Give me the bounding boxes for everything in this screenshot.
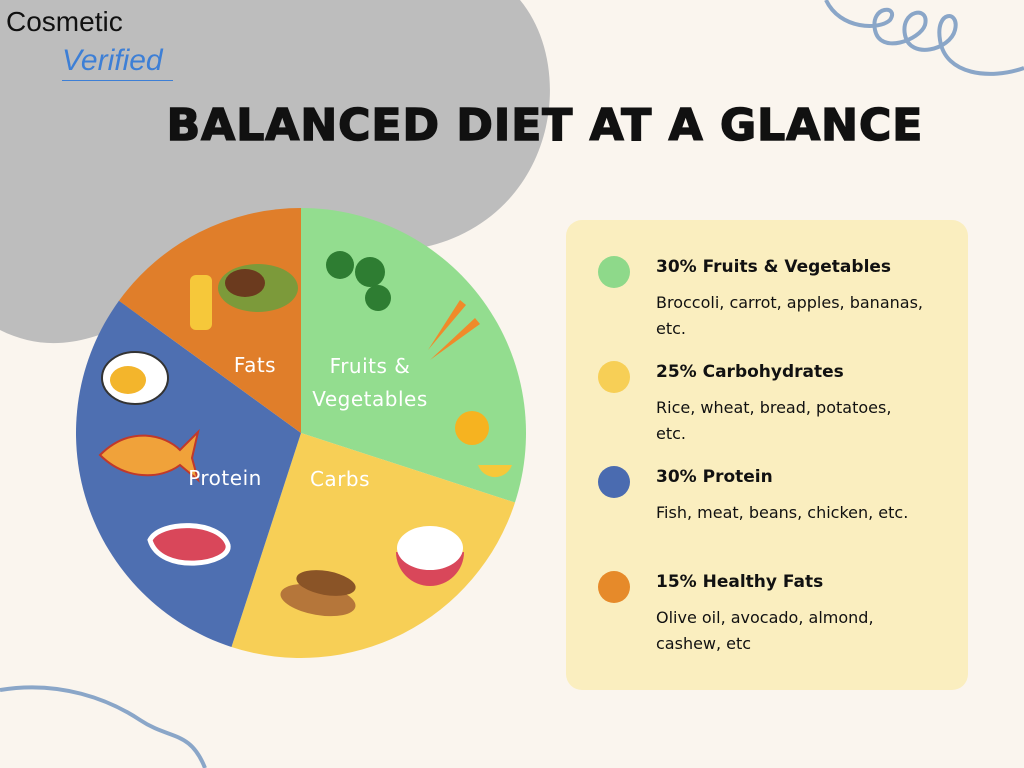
- oil-bottle-icon: [190, 275, 212, 330]
- orange-icon: [478, 465, 512, 478]
- food-illustrations: [98, 251, 512, 617]
- logo: Cosmetic: [6, 6, 123, 37]
- swirl-decoration: [824, 0, 1024, 76]
- carrot-icon: [430, 318, 480, 360]
- logo: Verified: [62, 44, 173, 81]
- steak-icon: [147, 523, 231, 566]
- swirl-decoration: [0, 685, 207, 768]
- egg-icon: [110, 366, 146, 394]
- legend-description: Olive oil, avocado, almond, cashew, etc: [656, 608, 874, 653]
- chart-title: BALANCED DIET AT A GLANCE: [166, 99, 924, 152]
- avocado-icon: [225, 269, 265, 297]
- legend-description: Broccoli, carrot, apples, bananas, etc.: [656, 293, 923, 338]
- fish-icon: [98, 428, 200, 483]
- legend-title: 30% Fruits & Vegetables: [656, 257, 892, 277]
- legend-description: Fish, meat, beans, chicken, etc.: [656, 503, 909, 522]
- slice-label: Protein: [188, 466, 262, 490]
- legend-dot: [598, 466, 630, 498]
- legend-title: 30% Protein: [656, 467, 773, 487]
- legend-dot: [598, 361, 630, 393]
- legend-title: 25% Carbohydrates: [656, 362, 844, 382]
- slice-label: Fruits & Vegetables: [312, 354, 428, 411]
- background-blob: [0, 0, 550, 344]
- legend-description: Rice, wheat, bread, potatoes, etc.: [656, 398, 892, 443]
- legend-dot: [598, 256, 630, 288]
- slice-label: Fats: [233, 353, 277, 377]
- legend-dot: [598, 571, 630, 603]
- carrot-icon: [428, 300, 466, 350]
- slice-label: Carbs: [309, 467, 371, 491]
- broccoli-icon: [365, 285, 391, 311]
- orange-icon: [455, 411, 489, 445]
- broccoli-icon: [326, 251, 354, 279]
- bread-icon: [296, 570, 356, 596]
- rice-bowl-icon: [397, 526, 463, 570]
- broccoli-icon: [355, 257, 385, 287]
- legend-title: 15% Healthy Fats: [656, 572, 824, 592]
- legend: 30% Fruits & Vegetables Broccoli, carrot,…: [566, 220, 968, 690]
